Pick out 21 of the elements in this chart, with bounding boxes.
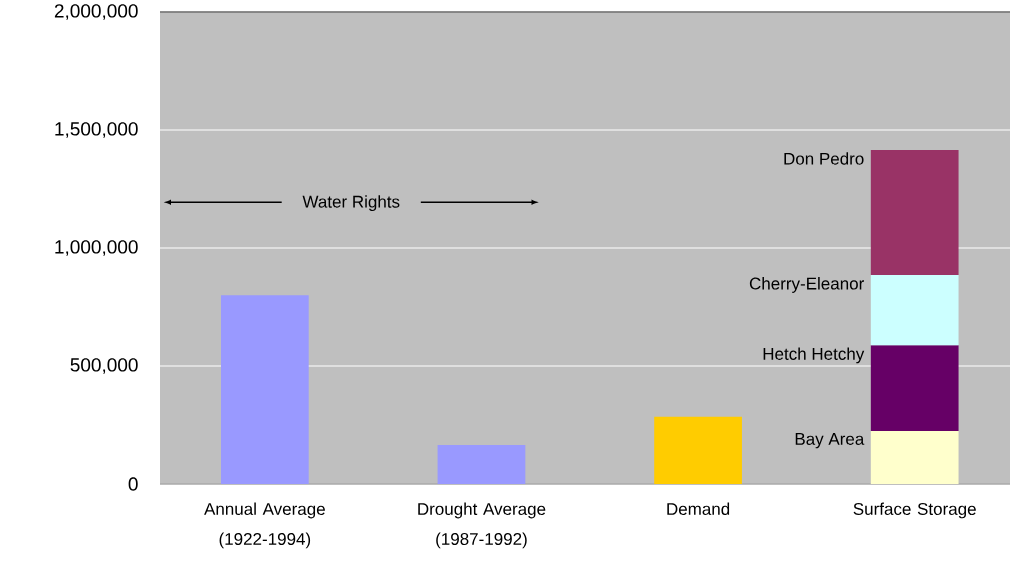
series-label: Bay Area (795, 433, 865, 449)
y-tick-label: 1,500,000 (55, 122, 138, 138)
annotation: Water Rights (302, 195, 400, 212)
y-tick-label: 0 (128, 477, 138, 491)
x-tick-label: Drought Average (1987-1992) (418, 502, 546, 549)
bar (870, 274, 959, 346)
series-label: Don Pedro (784, 152, 864, 165)
x-tick-label: Annual Average (1922-1994) (204, 502, 325, 549)
y-tick-label: 2,000,000 (54, 4, 138, 20)
series-label: Cherry-Eleanor (749, 277, 864, 293)
bar (870, 430, 959, 484)
x-tick-label: Demand (667, 502, 730, 516)
bar (654, 416, 742, 484)
x-tick-label: Surface Storage (853, 502, 976, 519)
y-tick-label: 500,000 (70, 358, 138, 374)
bar (437, 445, 526, 484)
series-label: Hetch Hetchy (763, 347, 865, 364)
bar (220, 295, 309, 484)
y-tick-label: 1,000,000 (55, 240, 138, 256)
bar (870, 345, 959, 431)
bar (870, 150, 959, 275)
